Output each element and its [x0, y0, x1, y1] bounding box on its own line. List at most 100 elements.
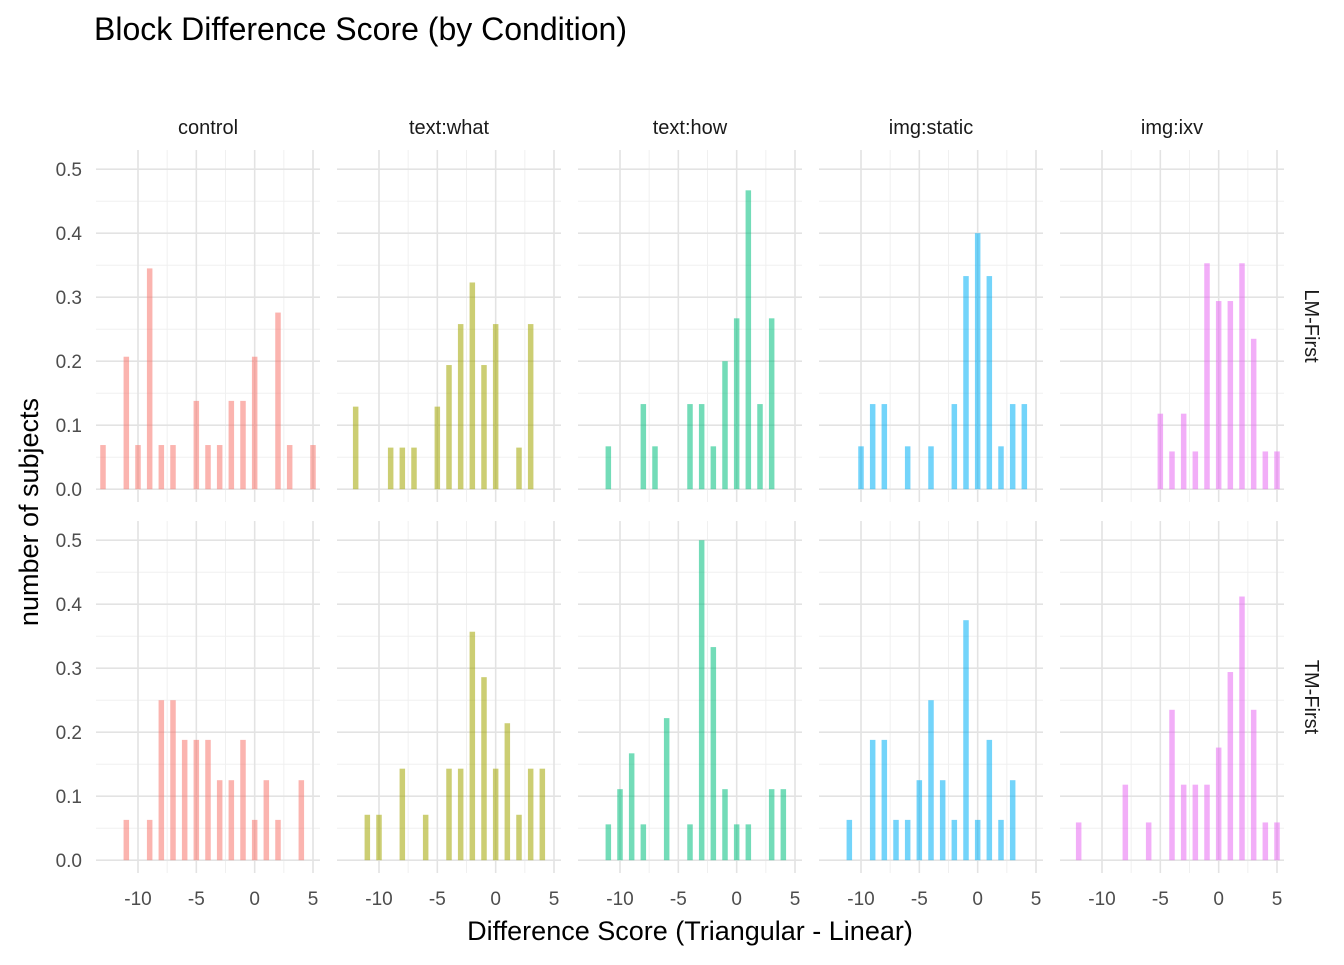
histogram-bar: [146, 819, 153, 861]
histogram-bar: [663, 718, 670, 861]
x-tick-label: 5: [790, 889, 801, 910]
y-tick-label: 0.4: [56, 224, 83, 245]
histogram-bar: [1262, 451, 1269, 490]
histogram-bar: [1274, 822, 1280, 861]
panel-0-0: [96, 150, 320, 502]
y-axis-title: number of subjects: [14, 398, 44, 626]
x-tick-label: 0: [490, 889, 501, 910]
histogram-bar: [352, 406, 359, 490]
histogram-bar: [951, 819, 958, 861]
histogram-bar: [399, 447, 406, 490]
histogram-bar: [504, 723, 511, 861]
histogram-bar: [916, 780, 923, 861]
histogram-bar: [481, 677, 487, 861]
histogram-bar: [158, 700, 165, 861]
histogram-bar: [710, 446, 717, 490]
histogram-bar: [275, 312, 281, 490]
histogram-bar: [1157, 413, 1164, 490]
histogram-bar: [893, 819, 899, 861]
histogram-bar: [228, 400, 235, 490]
histogram-bar: [963, 620, 969, 861]
histogram-bar: [939, 780, 946, 861]
y-tick-label: 0.2: [56, 352, 82, 373]
x-tick-label: -5: [188, 889, 205, 910]
histogram-bar: [1250, 709, 1257, 861]
panels-layer: control text:what text:how img:static img:ix…: [56, 117, 1322, 910]
y-tick-label: 0.1: [56, 787, 82, 808]
y-tick-label: 0.4: [56, 595, 83, 616]
histogram-bar: [516, 447, 522, 490]
histogram-bar: [298, 780, 305, 861]
histogram-bar: [640, 824, 647, 861]
histogram-bar: [1227, 672, 1234, 861]
x-tick-label: -10: [1088, 889, 1115, 910]
histogram-bar: [481, 365, 487, 490]
x-tick-label: -5: [429, 889, 446, 910]
histogram-bar: [123, 356, 130, 490]
x-axis-title: Difference Score (Triangular - Linear): [467, 916, 913, 946]
histogram-bar: [986, 276, 993, 490]
histogram-bar: [1250, 338, 1257, 490]
histogram-bar: [135, 445, 141, 490]
histogram-bar: [1227, 301, 1234, 490]
bar-series-text-how-TM-First: [605, 540, 787, 861]
x-tick-label: 0: [731, 889, 742, 910]
x-tick-label: 5: [1272, 889, 1283, 910]
histogram-bar: [1009, 780, 1016, 861]
y-tick-label: 0.0: [56, 480, 82, 501]
histogram-bar: [216, 780, 223, 861]
histogram-bar: [1192, 451, 1199, 490]
histogram-bar: [411, 447, 417, 490]
histogram-bar: [698, 404, 705, 490]
histogram-bar: [434, 406, 441, 490]
histogram-bar: [733, 824, 740, 861]
histogram-bar: [457, 768, 464, 861]
histogram-bar: [240, 739, 246, 861]
histogram-bar: [1122, 784, 1129, 861]
bar-series-img-ixv-LM-First: [1157, 263, 1280, 490]
histogram-bar: [539, 768, 546, 861]
histogram-bar: [710, 647, 717, 861]
histogram-bar: [240, 400, 246, 490]
histogram-bar: [251, 819, 258, 861]
bar-series-text-what-LM-First: [352, 282, 534, 490]
histogram-bar: [123, 819, 130, 861]
histogram-bar: [527, 768, 534, 861]
histogram-bar: [698, 540, 705, 861]
histogram-bar: [158, 445, 165, 490]
histogram-bar: [687, 404, 693, 490]
histogram-bar: [881, 739, 888, 861]
histogram-bar: [446, 365, 452, 490]
x-tick-label: -5: [911, 889, 928, 910]
histogram-bar: [904, 819, 911, 861]
histogram-bar: [193, 739, 200, 861]
x-tick-label: -5: [1152, 889, 1169, 910]
x-tick-label: 5: [1031, 889, 1042, 910]
y-tick-label: 0.2: [56, 723, 82, 744]
facet-column-label: img:ixv: [1141, 117, 1203, 139]
bar-series-img-static-LM-First: [858, 233, 1028, 490]
histogram-bar: [605, 824, 612, 861]
x-tick-label: 0: [1213, 889, 1224, 910]
facet-row-label: LM-First: [1300, 289, 1322, 363]
histogram-bar: [170, 445, 176, 490]
x-tick-label: 0: [972, 889, 983, 910]
y-tick-label: 0.5: [56, 531, 82, 552]
histogram-bar: [492, 768, 499, 861]
histogram-bar: [745, 824, 752, 861]
bar-series-text-what-TM-First: [364, 631, 546, 861]
histogram-bar: [1180, 413, 1187, 490]
x-tick-label: 5: [308, 889, 319, 910]
histogram-bar: [986, 739, 993, 861]
histogram-bar: [628, 753, 635, 861]
histogram-bar: [228, 780, 235, 861]
histogram-bar: [745, 190, 752, 490]
histogram-bar: [492, 324, 499, 490]
histogram-bar: [1215, 747, 1222, 861]
histogram-bar: [205, 739, 211, 861]
histogram-bar: [963, 276, 969, 490]
histogram-bar: [469, 631, 476, 861]
histogram-bar: [251, 356, 258, 490]
histogram-bar: [516, 814, 522, 861]
histogram-bar: [858, 446, 864, 490]
